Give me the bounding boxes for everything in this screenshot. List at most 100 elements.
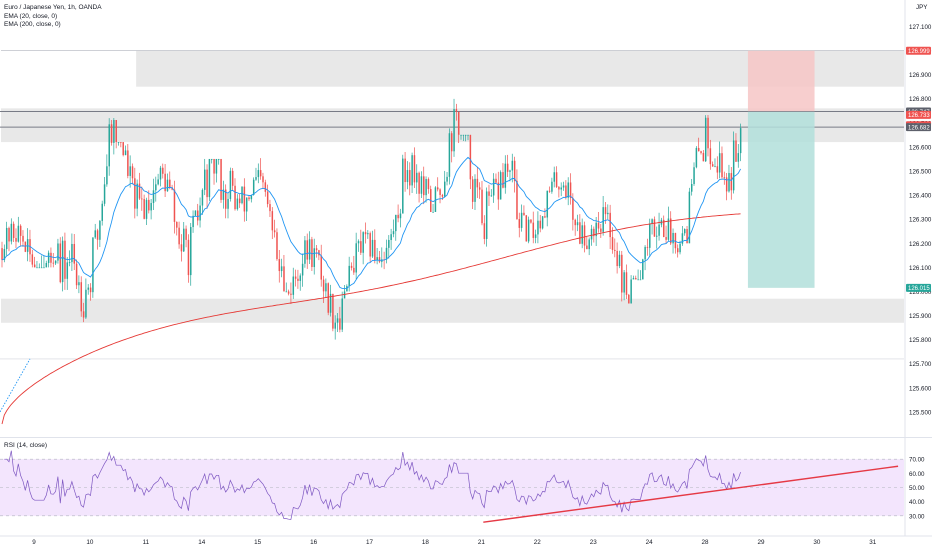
- candle-body: [677, 248, 679, 253]
- time-tick-label: 14: [198, 539, 206, 546]
- candle-body: [679, 243, 681, 253]
- candle-body: [395, 214, 397, 232]
- candle-body: [301, 263, 304, 276]
- candle-body: [367, 233, 369, 235]
- candle-body: [204, 169, 206, 190]
- candle-body: [364, 232, 367, 235]
- price-tick-label: 125.600: [909, 385, 932, 392]
- candle-body: [621, 254, 623, 293]
- candle-body: [124, 150, 127, 156]
- price-pane[interactable]: [0, 50, 932, 537]
- candle-body: [558, 186, 560, 190]
- candle-body: [567, 182, 569, 198]
- candle-body: [222, 189, 225, 200]
- candle-body: [611, 237, 614, 250]
- candle-body: [555, 172, 558, 187]
- candle-body: [306, 240, 309, 260]
- candle-body: [329, 293, 332, 313]
- candle-body: [122, 142, 124, 156]
- candle-body: [632, 278, 635, 280]
- candle-body: [192, 215, 194, 228]
- candle-body: [259, 170, 262, 177]
- candle-body: [432, 211, 434, 213]
- candle-body: [285, 291, 288, 293]
- candle-body: [252, 179, 255, 196]
- candle-body: [439, 189, 441, 195]
- price-axis[interactable]: 127.100127.000126.900126.800126.700126.6…: [904, 0, 932, 536]
- candle-body: [499, 172, 502, 200]
- candle-body: [586, 245, 588, 250]
- candle-body: [593, 228, 595, 237]
- candle-body: [339, 318, 341, 330]
- candle-body: [224, 189, 227, 209]
- price-tick-label: 126.300: [909, 217, 932, 224]
- stop-loss-zone: [747, 50, 815, 112]
- candle-body: [399, 213, 402, 219]
- candle-body: [718, 153, 721, 173]
- rsi-pane[interactable]: RSI (14, close): [0, 442, 904, 523]
- candle-body: [82, 311, 85, 318]
- candle-body: [560, 187, 562, 190]
- candle-body: [113, 119, 115, 143]
- time-tick-label: 10: [86, 539, 94, 546]
- candle-body: [162, 167, 164, 174]
- ema-20-label[interactable]: EMA (20, close, 0): [4, 12, 58, 20]
- candle-body: [164, 173, 166, 192]
- candle-body: [642, 259, 644, 280]
- candle-body: [208, 158, 211, 198]
- candle-body: [462, 134, 465, 136]
- candle-body: [99, 220, 101, 240]
- candle-body: [173, 189, 176, 222]
- price-tick-label: 126.500: [909, 169, 932, 176]
- candle-body: [518, 219, 521, 228]
- candle-body: [264, 182, 267, 192]
- candle-body: [8, 227, 10, 242]
- candle-body: [243, 186, 246, 212]
- candle-body: [690, 184, 693, 192]
- time-tick-label: 23: [590, 539, 598, 546]
- time-axis[interactable]: 9 10 11 14 15 16 17 18 21 22 23 24 28 29 30 31: [32, 539, 877, 546]
- candle-body: [663, 219, 665, 238]
- candle-body: [485, 191, 488, 239]
- candle-body: [120, 142, 122, 143]
- ema-20-projection: [0, 358, 31, 413]
- candle-body: [469, 134, 472, 180]
- symbol-title[interactable]: Euro / Japanese Yen, 1h, OANDA: [4, 4, 102, 11]
- candle-body: [546, 190, 549, 218]
- candle-body: [108, 124, 110, 167]
- time-tick-label: 30: [813, 539, 821, 546]
- candle-body: [574, 219, 576, 226]
- candle-body: [425, 179, 427, 196]
- candle-body: [355, 243, 357, 273]
- candle-body: [423, 176, 425, 196]
- rsi-tick-label: 30.00: [909, 513, 925, 520]
- candle-body: [516, 180, 518, 220]
- ema-200-label[interactable]: EMA (200, close, 0): [4, 21, 61, 29]
- candle-body: [637, 279, 639, 281]
- rsi-tick-label: 50.00: [909, 485, 925, 492]
- candle-body: [728, 173, 730, 192]
- candle-body: [85, 289, 87, 318]
- price-tick-label: 126.800: [909, 96, 932, 103]
- candle-body: [646, 246, 649, 248]
- candle-body: [488, 191, 490, 196]
- candle-body: [47, 252, 50, 263]
- price-label-text: 126.733: [908, 113, 930, 119]
- time-tick-label: 31: [869, 539, 877, 546]
- candle-body: [695, 147, 698, 168]
- candle-body: [418, 172, 420, 194]
- candle-body: [38, 267, 41, 269]
- time-tick-label: 22: [534, 539, 542, 546]
- candle-body: [141, 198, 143, 200]
- candle-body: [183, 228, 185, 252]
- candle-body: [36, 267, 38, 269]
- candle-body: [166, 179, 169, 192]
- candle-body: [129, 166, 131, 176]
- candle-body: [416, 172, 418, 183]
- candle-body: [40, 267, 43, 269]
- price-tick-label: 126.000: [909, 289, 932, 296]
- price-label-stop: [906, 46, 931, 55]
- candle-body: [544, 216, 546, 218]
- candle-body: [455, 109, 458, 112]
